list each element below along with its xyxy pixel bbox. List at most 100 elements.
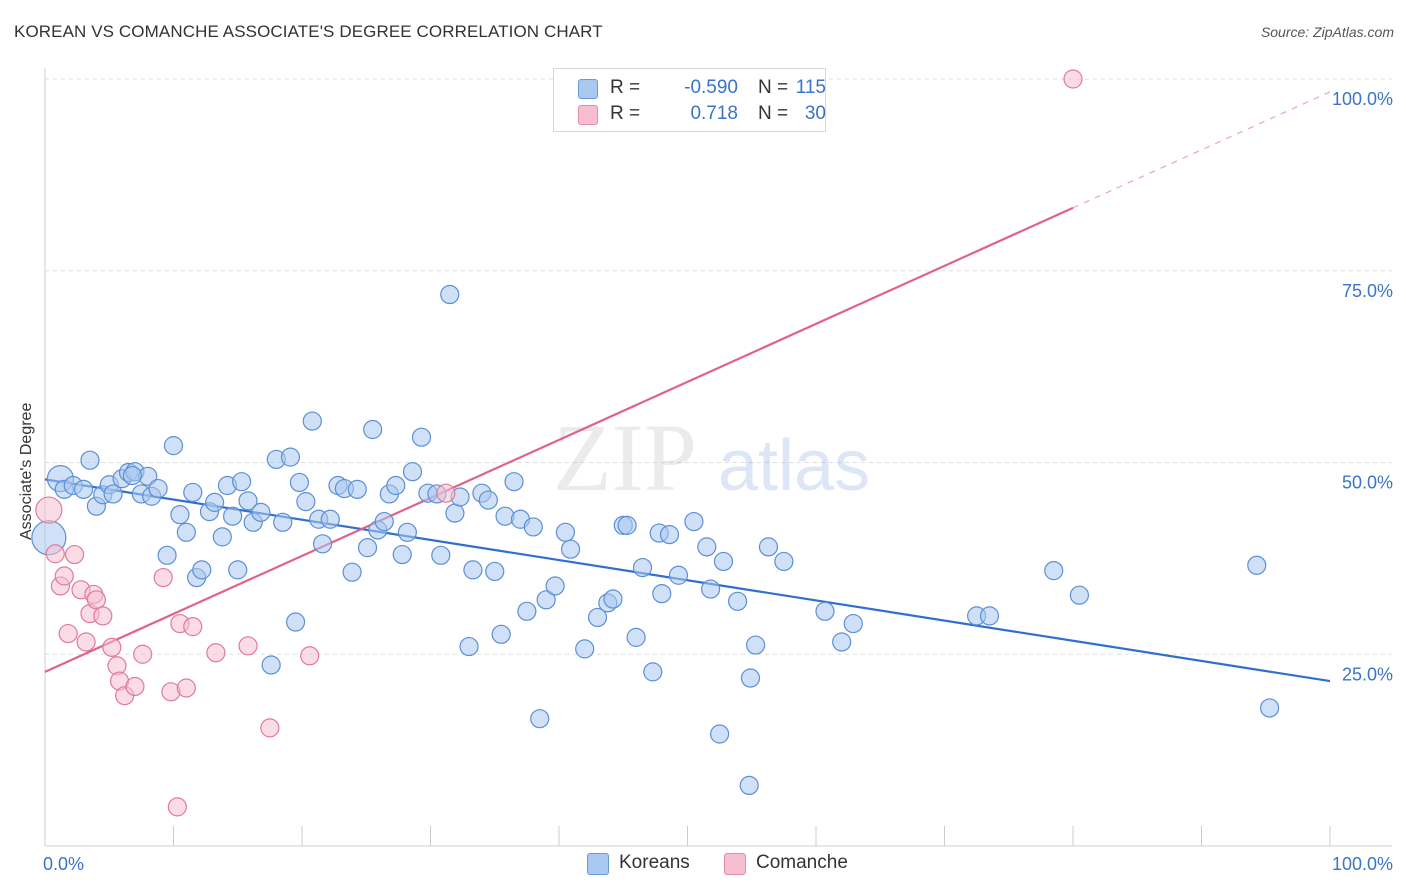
data-point-koreans — [103, 484, 123, 504]
data-point-koreans — [357, 538, 378, 558]
data-point-koreans — [739, 775, 759, 796]
data-point-comanche — [35, 496, 63, 524]
data-point-koreans — [713, 551, 734, 572]
data-point-koreans — [740, 668, 761, 688]
data-point-koreans — [491, 624, 511, 644]
data-point-koreans — [431, 545, 451, 565]
data-point-koreans — [212, 527, 232, 547]
watermark-atlas: atlas — [718, 426, 870, 506]
legend-n-label: N = — [758, 77, 789, 98]
data-point-koreans — [746, 635, 766, 655]
data-point-koreans — [205, 492, 225, 512]
axes — [44, 68, 1392, 847]
data-point-koreans — [643, 662, 663, 682]
data-point-koreans — [652, 584, 672, 604]
data-point-koreans — [697, 537, 717, 557]
data-point-koreans — [73, 479, 94, 499]
data-point-koreans — [386, 475, 406, 496]
data-point-koreans — [163, 436, 184, 456]
y-tick-label: 25.0% — [1342, 664, 1393, 684]
data-point-koreans — [774, 551, 794, 572]
data-point-comanche — [436, 483, 456, 503]
data-point-koreans — [232, 472, 252, 492]
data-point-comanche — [102, 637, 122, 657]
data-point-koreans — [1247, 555, 1267, 575]
data-point-koreans — [397, 522, 417, 542]
legend-n-value: 30 — [804, 103, 826, 124]
tick-labels: 25.0% 50.0% 75.0% 100.0% 0.0% 100.0% — [43, 89, 1393, 874]
data-point-koreans — [495, 506, 515, 526]
data-point-koreans — [176, 522, 196, 542]
trend-line-comanche-extension — [1072, 91, 1331, 209]
data-point-koreans — [285, 612, 306, 632]
data-point-comanche — [76, 632, 96, 652]
data-point-koreans — [273, 512, 293, 532]
data-point-comanche — [58, 623, 78, 644]
source-label: Source: ZipAtlas.com — [1260, 24, 1394, 40]
data-point-comanche — [260, 718, 280, 738]
data-point-koreans — [536, 590, 556, 610]
legend-n-value: 115 — [795, 77, 826, 98]
data-point-koreans — [170, 505, 190, 525]
data-point-koreans — [392, 544, 412, 565]
data-point-koreans — [758, 537, 779, 557]
data-point-koreans — [261, 655, 281, 675]
data-point-koreans — [312, 534, 333, 554]
data-point-koreans — [302, 411, 322, 431]
data-point-comanche — [238, 636, 258, 656]
data-point-comanche — [86, 590, 107, 610]
legend: R = -0.590 N = 115 R = 0.718 N = 30 — [553, 68, 826, 132]
bottom-legend-label-comanche: Comanche — [756, 852, 848, 873]
data-point-koreans — [440, 284, 460, 305]
legend-r-label: R = — [610, 77, 641, 98]
data-point-koreans — [374, 511, 394, 532]
data-point-koreans — [296, 492, 316, 512]
data-point-koreans — [979, 606, 1000, 626]
data-point-comanche — [125, 676, 145, 697]
data-point-koreans — [280, 447, 301, 467]
data-point-koreans — [575, 639, 595, 659]
data-points — [31, 69, 1280, 817]
data-point-koreans — [504, 472, 524, 492]
watermark-zip: ZIP — [553, 404, 697, 511]
data-point-koreans — [238, 491, 258, 511]
legend-r-value: 0.718 — [690, 103, 738, 124]
data-point-koreans — [342, 562, 362, 582]
data-point-koreans — [148, 478, 168, 499]
data-point-comanche — [176, 678, 196, 698]
data-point-koreans — [80, 450, 100, 470]
data-point-koreans — [815, 601, 835, 621]
data-point-koreans — [445, 503, 465, 523]
bottom-legend-swatch-comanche — [724, 853, 746, 875]
trend-lines — [44, 91, 1331, 683]
data-point-comanche — [153, 567, 173, 588]
data-point-koreans — [632, 557, 653, 578]
legend-r-label: R = — [610, 103, 641, 124]
data-point-koreans — [832, 632, 852, 652]
data-point-koreans — [1069, 585, 1090, 605]
data-point-koreans — [228, 560, 248, 580]
bottom-legend-label-koreans: Koreans — [619, 852, 690, 873]
data-point-koreans — [402, 462, 423, 482]
data-point-koreans — [626, 627, 646, 647]
data-point-koreans — [485, 561, 505, 582]
data-point-comanche — [64, 544, 85, 565]
bottom-legend-swatch-koreans — [587, 853, 609, 875]
data-point-comanche — [133, 644, 153, 664]
trend-line-comanche — [44, 206, 1074, 673]
data-point-comanche — [93, 606, 113, 626]
data-point-koreans — [1260, 698, 1280, 718]
data-point-koreans — [478, 490, 498, 510]
data-point-koreans — [701, 579, 721, 599]
legend-n-label: N = — [758, 103, 789, 124]
data-point-koreans — [668, 565, 689, 585]
data-point-koreans — [320, 509, 340, 529]
data-point-koreans — [122, 465, 142, 486]
legend-swatch-comanche — [578, 105, 598, 125]
data-point-koreans — [560, 539, 581, 559]
y-tick-label: 100.0% — [1332, 89, 1393, 109]
data-point-koreans — [523, 517, 543, 537]
data-point-koreans — [289, 472, 310, 493]
data-point-koreans — [223, 506, 243, 526]
data-point-koreans — [530, 709, 550, 729]
